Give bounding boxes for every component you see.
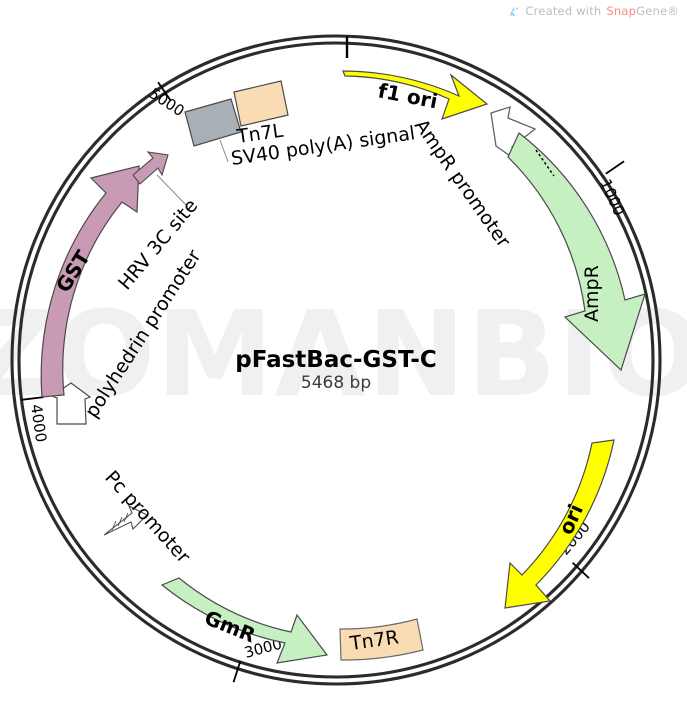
snapgene-watermark: Created with SnapGene®	[507, 4, 679, 18]
sv40-polya-box-shape	[184, 98, 242, 147]
feature-ampr-promoter[interactable]: AmpR promoter	[410, 106, 537, 252]
watermark-registered-mark: ®	[667, 4, 679, 18]
plasmid-title-block: pFastBac-GST-C 5468 bp	[235, 347, 436, 393]
ampr-signal-peptide-divider	[535, 149, 555, 177]
ampr-label: AmpR	[581, 265, 603, 322]
tn7l-box-shape	[233, 80, 289, 127]
feature-ampr[interactable]: AmpR	[507, 132, 646, 372]
pc-promoter-hatching	[111, 512, 129, 531]
sv40-polya-leader-line	[219, 139, 229, 163]
gmr-arrow-shape	[160, 577, 329, 664]
watermark-brand-b: Gene	[636, 4, 668, 18]
hrv-3c-site-leader-line	[156, 174, 189, 208]
tick-1000: 1000	[596, 160, 628, 219]
feature-f1-ori[interactable]: f1 ori	[342, 70, 489, 120]
tick-4000: 4000	[21, 396, 50, 443]
center-watermark: ZOMANBIO	[0, 285, 687, 423]
gst-arrow-shape	[40, 165, 140, 398]
watermark-brand-a: Snap	[606, 4, 637, 18]
pc-promoter-arrow-shape	[103, 504, 148, 536]
plasmid-backbone	[10, 34, 662, 686]
f1-ori-label: f1 ori	[376, 78, 440, 113]
pc-promoter-label: Pc promoter	[100, 467, 194, 568]
watermark-prefix: Created with	[525, 4, 602, 18]
feature-tn7r[interactable]: Tn7R	[339, 618, 424, 661]
ori-arrow-shape	[504, 439, 615, 609]
plasmid-size: 5468 bp	[301, 373, 371, 393]
svg-text:5000: 5000	[146, 84, 188, 120]
hrv-3c-site-arrow-shape	[132, 151, 169, 185]
feature-sv40-polya-signal[interactable]: SV40 poly(A) signal	[184, 98, 416, 170]
svg-text:4000: 4000	[27, 403, 50, 443]
snapgene-logo-icon	[510, 6, 519, 16]
feature-tn7l[interactable]: Tn7L	[233, 80, 289, 148]
f1-ori-arrow-shape	[342, 70, 489, 120]
plasmid-name: pFastBac-GST-C	[235, 347, 436, 373]
feature-pc-promoter[interactable]: Pc promoter	[100, 467, 194, 568]
ampr-arrow-shape	[507, 132, 646, 372]
tn7r-box-shape	[339, 618, 424, 661]
svg-text:1000: 1000	[596, 176, 628, 218]
tick-5000: 5000	[146, 81, 188, 120]
